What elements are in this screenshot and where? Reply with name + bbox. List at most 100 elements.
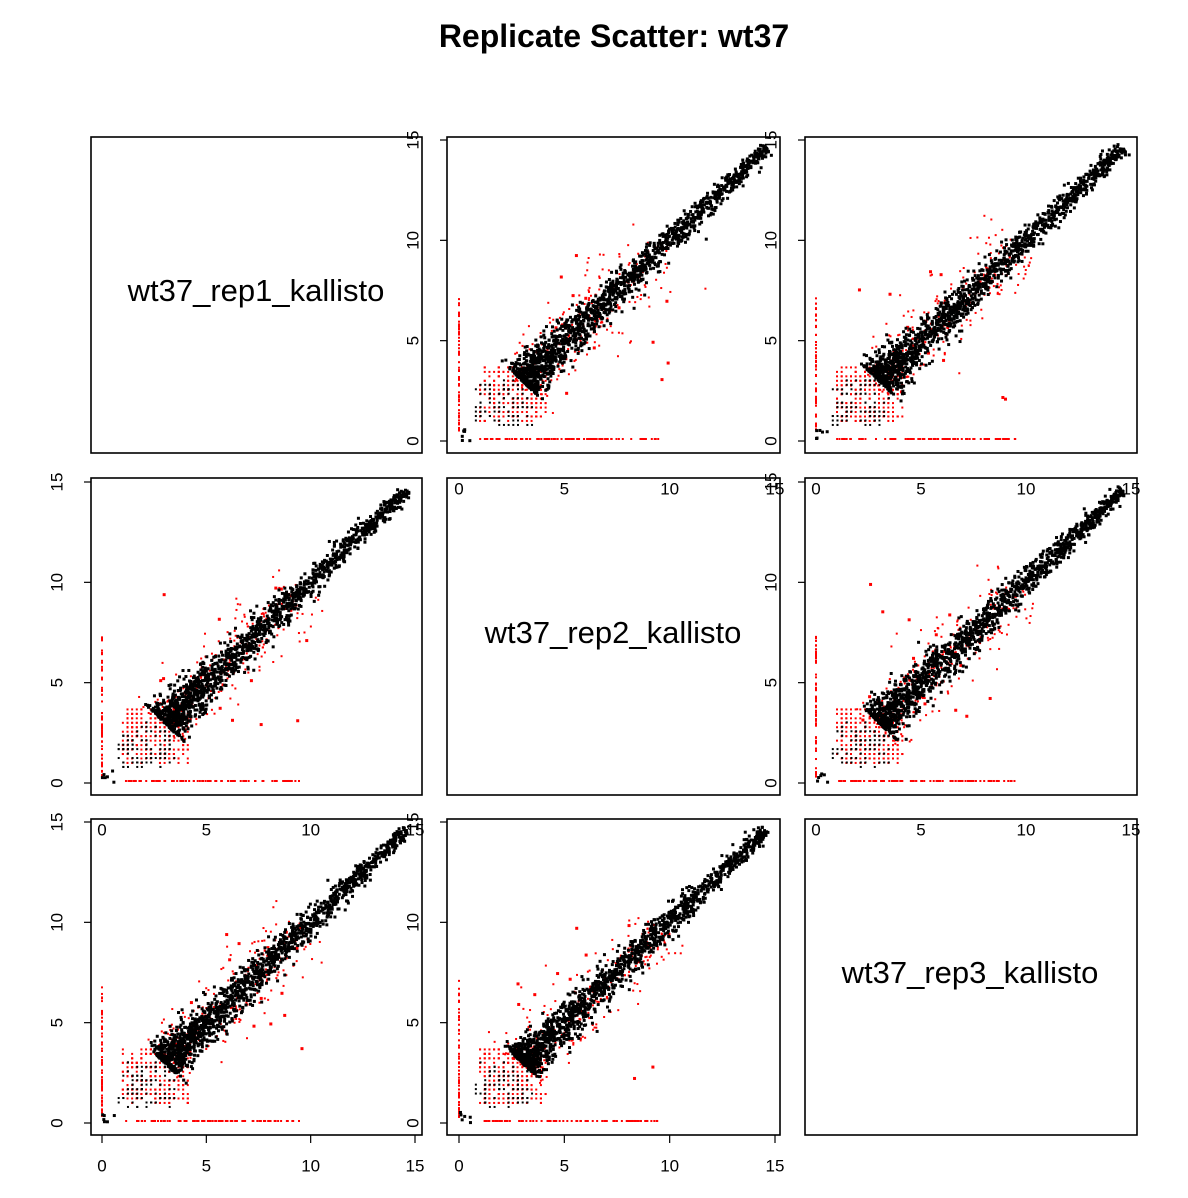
concordant-point (883, 374, 887, 378)
concordant-point (1116, 152, 1120, 156)
concordant-point (928, 334, 932, 338)
concordant-point (516, 375, 520, 379)
discordant-point (815, 413, 817, 416)
discordant-point (483, 366, 486, 369)
concordant-point (965, 299, 969, 303)
concordant-point (998, 250, 1002, 254)
discordant-point (864, 415, 866, 418)
concordant-point (689, 217, 693, 221)
concordant-point (560, 361, 564, 365)
discordant-point (101, 740, 103, 743)
discordant-point (149, 717, 152, 720)
discordant-point (514, 352, 517, 355)
concordant-point (523, 374, 527, 378)
concordant-point (598, 311, 602, 315)
concordant-point (1068, 209, 1072, 213)
concordant-point (961, 284, 965, 288)
concordant-point (937, 347, 941, 351)
discordant-point (910, 315, 913, 318)
panel-frame-r3-c1 (90, 818, 423, 1136)
concordant-point (658, 233, 662, 237)
concordant-point (569, 337, 573, 341)
discordant-point (882, 397, 885, 400)
discordant-point (985, 242, 988, 245)
discordant-point (998, 293, 1001, 296)
discordant-point (158, 779, 161, 782)
concordant-point (917, 358, 921, 362)
concordant-point (656, 244, 660, 248)
concordant-point (694, 210, 698, 214)
concordant-point (602, 324, 606, 328)
discordant-point (1017, 273, 1020, 276)
concordant-point (967, 285, 971, 289)
concordant-point (590, 310, 594, 314)
concordant-point (1012, 255, 1016, 259)
concordant-point (536, 343, 540, 347)
concordant-point (878, 415, 881, 418)
concordant-point (468, 439, 472, 443)
concordant-point (725, 184, 729, 188)
concordant-point (1097, 162, 1101, 166)
concordant-point (1009, 276, 1013, 280)
concordant-point (1056, 195, 1060, 199)
concordant-point (935, 340, 939, 344)
concordant-point (549, 357, 553, 361)
concordant-point (619, 267, 623, 271)
discordant-point (878, 397, 880, 400)
concordant-point (755, 153, 759, 157)
discordant-point (301, 612, 304, 615)
concordant-point (899, 399, 903, 403)
concordant-point (705, 194, 709, 198)
concordant-point (601, 292, 605, 296)
concordant-point (535, 386, 539, 390)
concordant-point (865, 364, 869, 368)
discordant-point (666, 361, 670, 365)
concordant-point (729, 186, 733, 190)
concordant-point (559, 334, 563, 338)
concordant-point (725, 175, 729, 179)
concordant-point (914, 333, 918, 337)
concordant-point (1047, 218, 1051, 222)
concordant-point (984, 263, 988, 267)
concordant-point (939, 304, 943, 308)
discordant-point (912, 309, 915, 312)
concordant-point (531, 423, 534, 426)
concordant-point (634, 273, 638, 277)
discordant-point (101, 724, 103, 727)
concordant-point (488, 415, 491, 418)
concordant-point (753, 152, 757, 156)
concordant-point (1072, 197, 1076, 201)
concordant-point (1077, 183, 1081, 187)
concordant-point (1050, 209, 1054, 213)
concordant-point (898, 356, 902, 360)
discordant-point (527, 325, 530, 328)
concordant-point (524, 378, 528, 382)
concordant-point (909, 347, 913, 351)
concordant-point (928, 326, 932, 330)
concordant-point (616, 292, 620, 296)
concordant-point (883, 410, 886, 413)
concordant-point (919, 331, 923, 335)
concordant-point (563, 357, 567, 361)
concordant-point (1055, 209, 1059, 213)
concordant-point (976, 274, 980, 278)
discordant-point (927, 311, 930, 314)
concordant-point (1028, 241, 1032, 245)
concordant-point (1024, 231, 1028, 235)
concordant-point (528, 371, 532, 375)
concordant-point (554, 344, 558, 348)
concordant-point (498, 419, 501, 422)
discordant-point (243, 615, 246, 618)
concordant-point (551, 371, 555, 375)
concordant-point (1091, 172, 1095, 176)
discordant-point (587, 257, 590, 260)
discordant-point (507, 366, 510, 369)
concordant-point (557, 341, 561, 345)
discordant-point (815, 324, 817, 327)
concordant-point (1059, 205, 1063, 209)
concordant-point (944, 335, 948, 339)
concordant-point (919, 345, 923, 349)
concordant-point (530, 360, 534, 364)
discordant-point (502, 415, 505, 418)
concordant-point (961, 288, 965, 292)
